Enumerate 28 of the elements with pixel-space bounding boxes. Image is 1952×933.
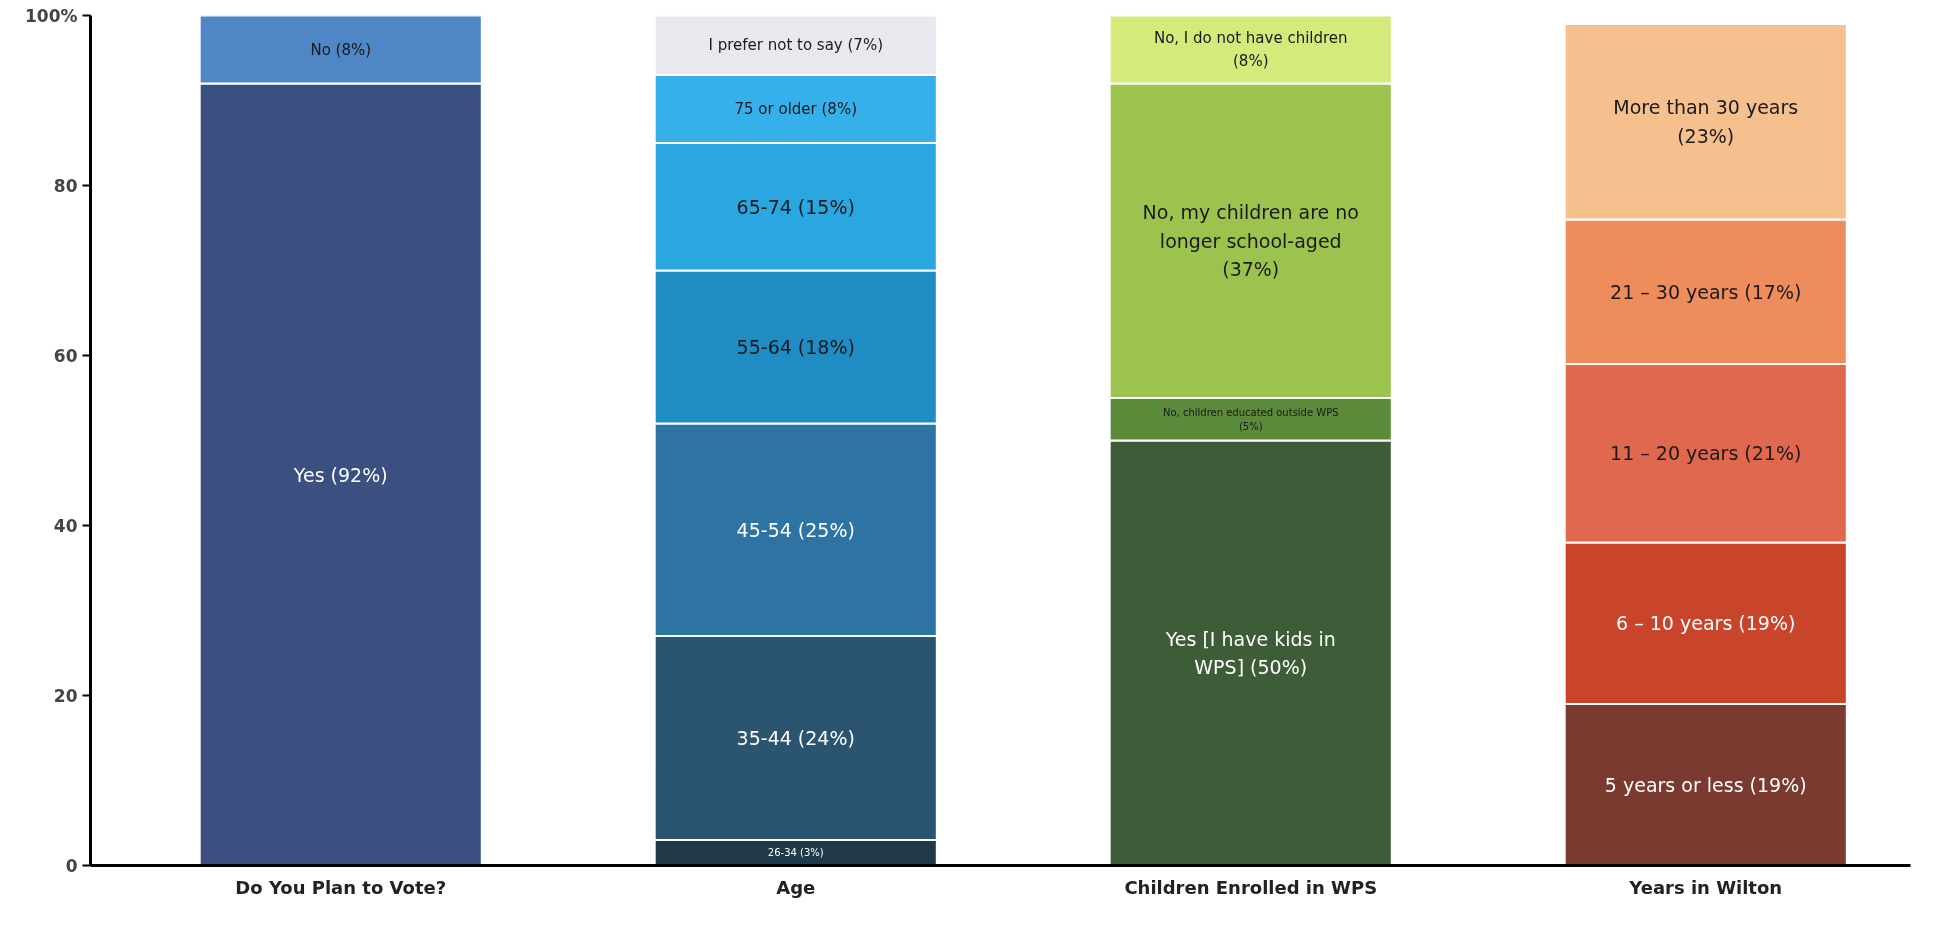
x-tick-label: Children Enrolled in WPS: [1124, 876, 1378, 898]
data-label: No, my children are no longer school-aged (37%): [1142, 201, 1359, 281]
x-tick-label: Years in Wilton: [1628, 876, 1783, 898]
x-tick-label: Age: [776, 876, 816, 898]
data-label: 5 years or less (19%): [1604, 773, 1807, 796]
data-label: No, children educated outside WPS (5%): [1162, 406, 1339, 432]
data-label: 11 – 20 years (21%): [1610, 442, 1802, 465]
data-label: I prefer not to say (7%): [708, 36, 884, 55]
data-label: No, I do not have children (8%): [1153, 28, 1348, 71]
data-label: 35-44 (24%): [736, 727, 855, 749]
data-label: 65-74 (15%): [736, 195, 855, 218]
y-tick-label: 80: [53, 175, 78, 196]
y-tick-label: 40: [53, 515, 78, 536]
y-tick-label: 20: [53, 685, 78, 706]
data-label: Yes (92%): [292, 463, 388, 486]
data-label: Yes [I have kids in WPS] (50%): [1164, 627, 1336, 679]
y-tick-label: 0: [65, 855, 78, 876]
y-tick-label: 60: [53, 345, 78, 366]
data-label: 21 – 30 years (17%): [1610, 280, 1802, 303]
data-label: 6 – 10 years (19%): [1616, 612, 1796, 635]
data-label: 75 or older (8%): [734, 100, 857, 118]
data-label: 45-54 (25%): [736, 518, 855, 541]
x-tick-label: Do You Plan to Vote?: [235, 876, 447, 898]
y-tick-label: 100%: [24, 5, 78, 26]
data-label: No (8%): [310, 40, 372, 59]
data-label: More than 30 years (23%): [1613, 96, 1799, 148]
data-label: 26-34 (3%): [767, 847, 824, 859]
data-label: 55-64 (18%): [736, 336, 855, 358]
